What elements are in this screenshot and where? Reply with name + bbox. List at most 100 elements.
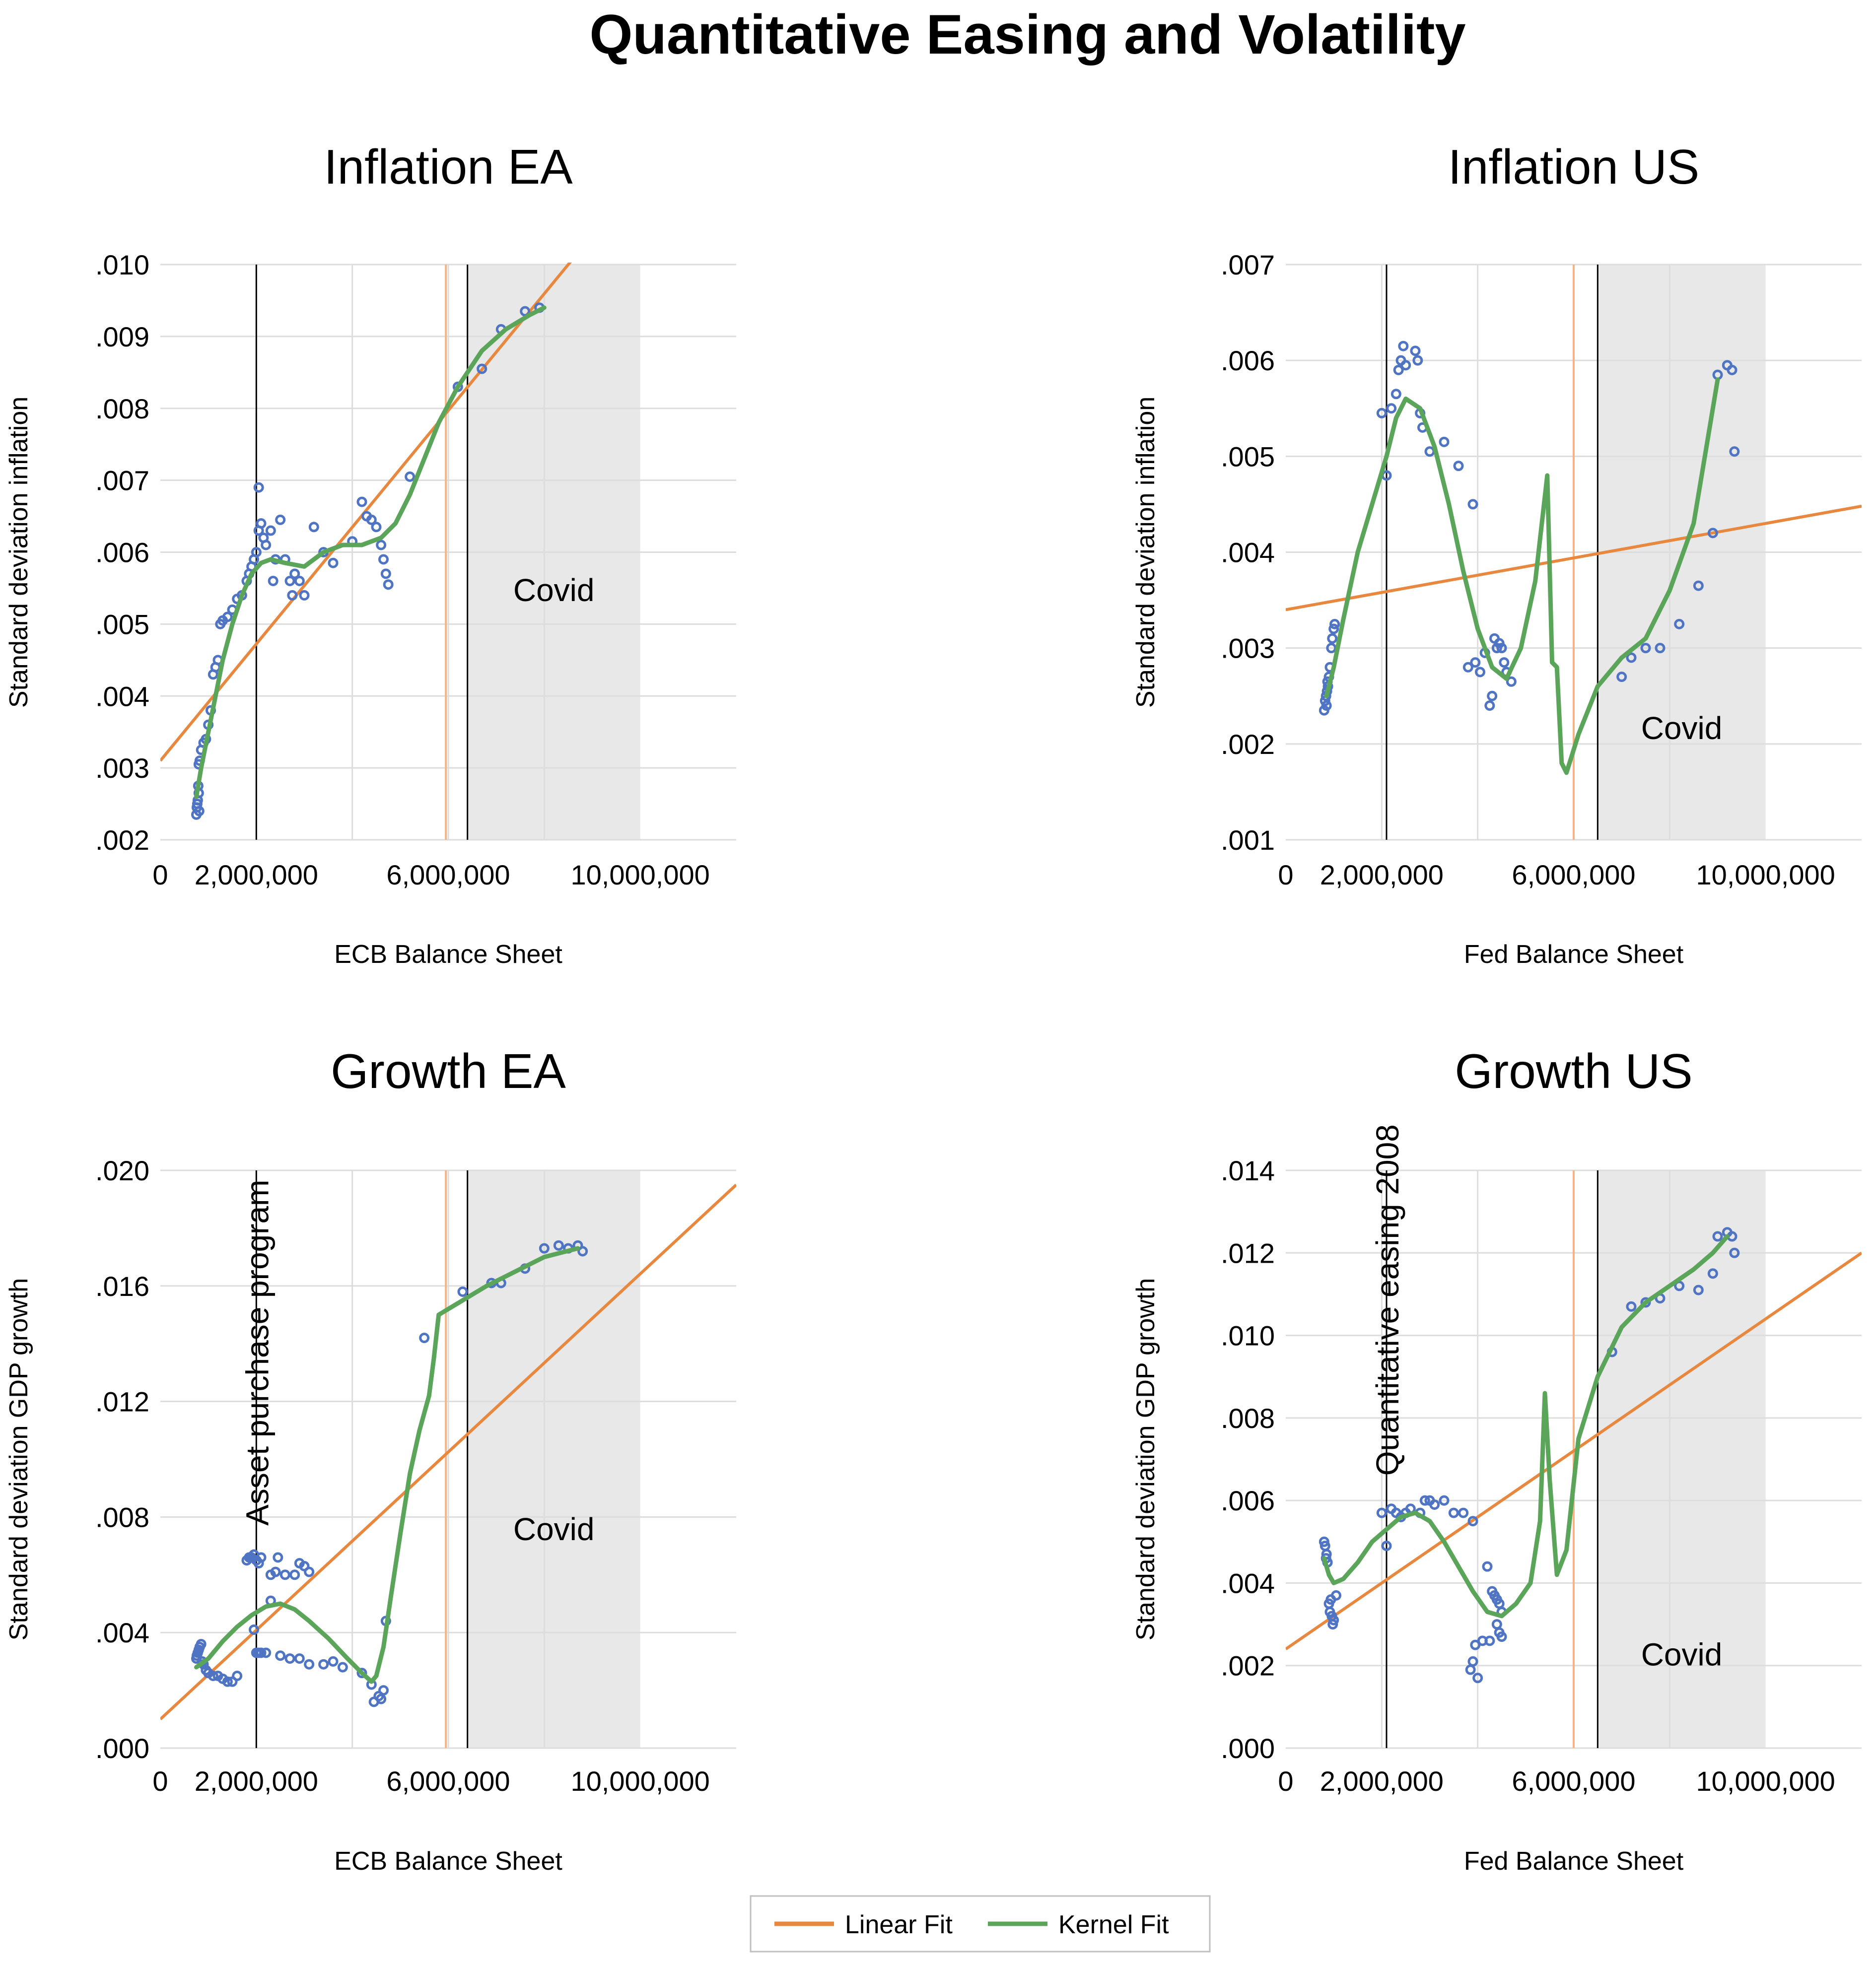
- panel-title: Growth EA: [331, 1044, 566, 1098]
- covid-shade: [1598, 1170, 1766, 1748]
- scatter-point-30: [1470, 657, 1481, 668]
- scatter-point-42: [299, 590, 310, 601]
- scatter-point-32: [1482, 1561, 1493, 1572]
- y-tick-label-8: .010: [95, 249, 149, 280]
- scatter-point-12: [1376, 1507, 1387, 1518]
- kernel-fit-line: [1324, 377, 1720, 775]
- y-tick-label-0: .001: [1221, 824, 1275, 856]
- scatter-point-37: [275, 1650, 286, 1661]
- y-tick-label-3: .005: [95, 609, 149, 640]
- y-tick-label-6: .012: [1221, 1237, 1275, 1269]
- y-tick-label-3: .004: [1221, 537, 1275, 568]
- x-axis-label: Fed Balance Sheet: [1464, 1847, 1684, 1876]
- scatter-point-10: [208, 1671, 218, 1681]
- x-tick-label-0: 0: [1278, 859, 1293, 890]
- plot-area: [160, 263, 572, 820]
- scatter-point-19: [1398, 340, 1409, 351]
- scatter-point-44: [1640, 643, 1651, 654]
- scatter-point-44: [1640, 1297, 1651, 1308]
- vertical-annotation: Quantitative easing 2008: [1370, 1124, 1405, 1476]
- y-tick-label-2: .008: [95, 1501, 149, 1533]
- x-tick-label-3: 10,000,000: [571, 859, 710, 890]
- plot-area: [1286, 340, 1862, 775]
- scatter-point-43: [1626, 652, 1637, 663]
- scatter-point-23: [249, 1624, 259, 1635]
- chart-panel-2: Covid .001 .002 .003 .004 .005 .006 .007 0 2,000,…: [1131, 139, 1862, 969]
- y-tick-label-5: .020: [95, 1155, 149, 1186]
- scatter-point-49: [378, 1685, 389, 1696]
- y-tick-label-4: .016: [95, 1271, 149, 1302]
- scatter-point-25: [1424, 446, 1435, 457]
- chart-panel-1: Covid .002 .003 .004 .005 .006 .007 .008 .009 .01…: [4, 139, 736, 969]
- scatter-point-45: [328, 557, 339, 568]
- scatter-point-13: [1376, 407, 1387, 418]
- x-tick-label-1: 2,000,000: [1320, 859, 1444, 890]
- scatter-point-35: [304, 1566, 315, 1577]
- scatter-point-26: [1467, 1516, 1478, 1527]
- scatter-point-34: [1487, 690, 1498, 701]
- scatter-point-11: [1321, 700, 1332, 711]
- scatter-point-8: [1327, 633, 1338, 644]
- scatter-point-32: [253, 482, 264, 493]
- scatter-point-27: [1453, 461, 1464, 472]
- scatter-point-11: [1331, 1590, 1341, 1601]
- scatter-point-40: [304, 1659, 315, 1670]
- x-tick-label-0: 0: [152, 1765, 168, 1797]
- scatter-point-9: [1328, 623, 1339, 634]
- kernel-fit-line: [194, 305, 547, 799]
- scatter-point-29: [256, 518, 267, 529]
- scatter-point-56: [539, 1243, 550, 1254]
- scatter-point-44: [356, 1668, 367, 1679]
- scatter-point-34: [268, 575, 278, 586]
- scatter-point-50: [371, 522, 382, 533]
- scatter-point-38: [1491, 1619, 1502, 1630]
- scatter-point-31: [1475, 667, 1485, 678]
- scatter-point-31: [261, 540, 272, 550]
- plot-area: [160, 1183, 736, 1720]
- scatter-point-47: [1693, 1285, 1704, 1295]
- scatter-point-15: [232, 1671, 243, 1681]
- legend-label-linear: Linear Fit: [845, 1910, 953, 1939]
- scatter-point-29: [270, 1566, 281, 1577]
- scatter-point-57: [477, 363, 487, 374]
- scatter-point-47: [1693, 580, 1704, 591]
- scatter-point-39: [1499, 657, 1510, 668]
- linear-fit-line: [1286, 1251, 1862, 1650]
- y-tick-label-0: .000: [95, 1733, 149, 1764]
- scatter-point-55: [405, 471, 416, 482]
- scatter-point-49: [1712, 1231, 1723, 1242]
- linear-fit-line: [160, 263, 572, 762]
- scatter-point-51: [419, 1333, 430, 1344]
- x-tick-label-3: 10,000,000: [571, 1765, 710, 1797]
- y-tick-label-5: .006: [1221, 345, 1275, 376]
- scatter-point-43: [1626, 1301, 1637, 1312]
- y-tick-label-0: .002: [95, 824, 149, 856]
- y-tick-label-6: .007: [1221, 249, 1275, 280]
- scatter-point-60: [577, 1246, 588, 1257]
- x-tick-label-3: 10,000,000: [1696, 1765, 1835, 1797]
- kernel-fit-line: [1321, 1234, 1730, 1619]
- y-tick-label-2: .004: [1221, 1567, 1275, 1599]
- scatter-point-38: [284, 1653, 295, 1664]
- scatter-point-20: [1419, 1495, 1430, 1506]
- scatter-point-43: [337, 1662, 348, 1673]
- scatter-point-48: [1707, 1268, 1718, 1279]
- scatter-point-28: [1467, 499, 1478, 510]
- scatter-point-48: [376, 1694, 387, 1704]
- scatter-point-32: [289, 1569, 300, 1580]
- linear-fit-line: [1286, 504, 1862, 611]
- plot-area: [1286, 1227, 1862, 1684]
- y-tick-label-0: .000: [1221, 1733, 1275, 1764]
- scatter-point-42: [1616, 672, 1627, 682]
- panel-title: Growth US: [1455, 1044, 1692, 1098]
- y-axis-label: Standard deviation GDP growth: [4, 1278, 33, 1640]
- scatter-point-13: [1381, 1541, 1392, 1552]
- y-tick-label-4: .005: [1221, 441, 1275, 472]
- x-tick-label-0: 0: [1278, 1765, 1293, 1797]
- scatter-point-40: [289, 568, 300, 579]
- scatter-point-57: [553, 1240, 564, 1251]
- scatter-point-26: [1439, 436, 1450, 447]
- scatter-point-43: [308, 522, 319, 533]
- y-tick-label-4: .006: [95, 537, 149, 568]
